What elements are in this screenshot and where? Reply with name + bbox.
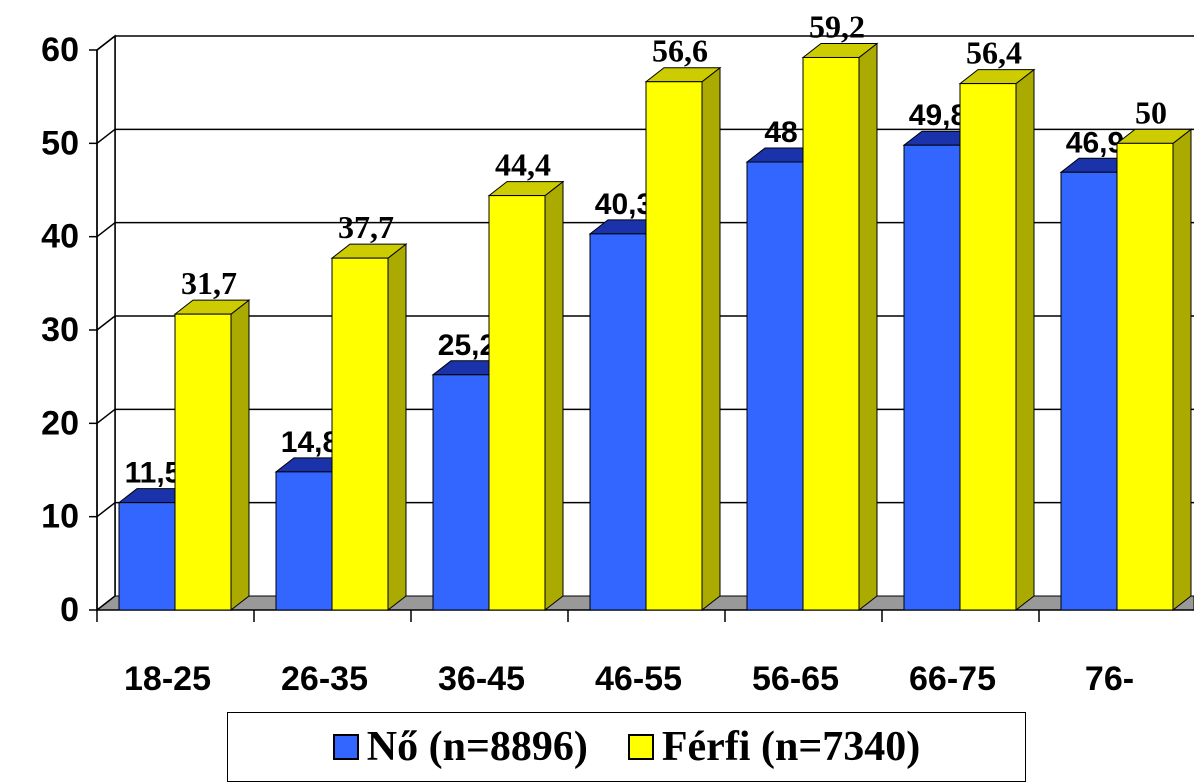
gridline-diag — [96, 128, 116, 144]
bar — [645, 81, 703, 611]
data-label: 37,7 — [338, 209, 394, 245]
bar — [802, 56, 860, 611]
data-label: 48 — [764, 116, 797, 149]
legend-label-no: Nő (n=8896) — [366, 724, 588, 770]
bar-side — [544, 180, 564, 612]
bar — [959, 83, 1017, 611]
bar — [174, 313, 232, 611]
data-label: 59,2 — [809, 8, 865, 44]
gridline-diag — [96, 502, 116, 518]
y-tick-label: 30 — [41, 311, 79, 349]
bar — [331, 257, 389, 611]
y-tick-label: 10 — [41, 498, 79, 536]
gridline-diag — [96, 35, 116, 51]
data-label: 49,8 — [909, 99, 967, 132]
bar — [275, 471, 333, 611]
legend-label-ferfi: Férfi (n=7340) — [661, 724, 921, 770]
bar-side — [858, 42, 878, 612]
y-tick-label: 0 — [60, 591, 79, 629]
x-tick-label: 18-25 — [124, 660, 211, 698]
y-tick-label: 40 — [41, 218, 79, 256]
bar-side — [1172, 128, 1192, 612]
gridline-diag — [96, 315, 116, 331]
legend-swatch-ferfi — [627, 734, 654, 760]
x-tick-label: 56-65 — [752, 660, 839, 698]
bar — [1116, 142, 1174, 611]
data-label: 56,6 — [652, 33, 708, 69]
bar — [432, 374, 490, 611]
bar-side — [387, 243, 407, 612]
gridline-diag — [96, 408, 116, 424]
data-label: 46,9 — [1066, 126, 1124, 159]
legend: Nő (n=8896) Férfi (n=7340) — [227, 712, 1026, 782]
bar — [589, 233, 647, 611]
x-tick-label: 76- — [1085, 660, 1134, 698]
data-label: 14,8 — [281, 426, 339, 459]
bar — [1060, 171, 1118, 611]
bar-side — [1015, 68, 1035, 612]
bar — [488, 195, 546, 611]
bar — [746, 161, 804, 611]
x-tick-label: 66-75 — [909, 660, 996, 698]
y-tick-label: 60 — [41, 31, 79, 69]
y-tick-label: 20 — [41, 404, 79, 442]
data-label: 56,4 — [966, 35, 1022, 71]
x-tick-label: 46-55 — [595, 660, 682, 698]
data-label: 44,4 — [495, 147, 551, 183]
bar-side — [701, 66, 721, 612]
legend-item-no: Nő (n=8896) — [332, 723, 588, 771]
x-tick-label: 36-45 — [438, 660, 525, 698]
bar-side — [230, 299, 250, 612]
bar — [903, 144, 961, 611]
data-label: 31,7 — [181, 265, 237, 301]
data-label: 25,2 — [438, 329, 496, 362]
data-label: 40,3 — [595, 188, 653, 221]
legend-item-ferfi: Férfi (n=7340) — [627, 723, 921, 771]
bar — [118, 502, 176, 611]
legend-swatch-no — [332, 734, 359, 760]
data-label: 11,5 — [125, 457, 182, 490]
x-tick-label: 26-35 — [281, 660, 368, 698]
data-label: 50 — [1135, 94, 1167, 130]
y-tick-label: 50 — [41, 124, 79, 162]
gridline-diag — [96, 222, 116, 238]
